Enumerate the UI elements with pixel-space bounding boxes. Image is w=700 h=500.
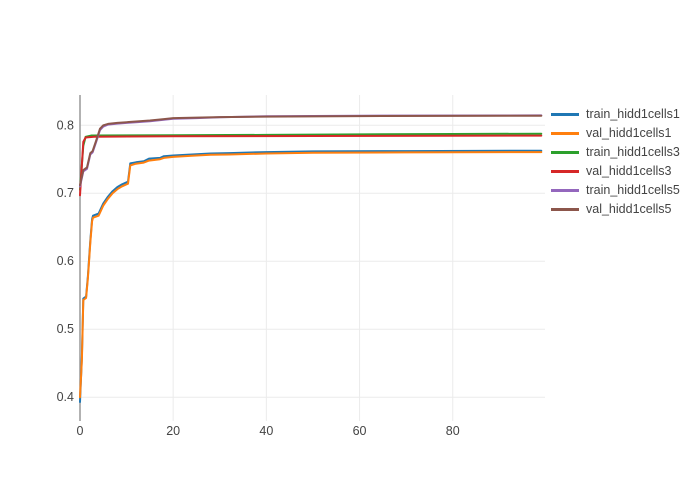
legend-label: val_hidd1cells3 <box>586 164 672 178</box>
y-tick-label: 0.7 <box>57 186 74 200</box>
x-tick-label: 0 <box>77 424 84 438</box>
legend-item-train-hidd1cells1[interactable]: train_hidd1cells1 <box>551 105 680 124</box>
legend-label: val_hidd1cells1 <box>586 126 672 140</box>
legend-item-train-hidd1cells3[interactable]: train_hidd1cells3 <box>551 143 680 162</box>
chart-legend: train_hidd1cells1 val_hidd1cells1 train_… <box>551 105 680 219</box>
legend-swatch-icon <box>551 208 579 211</box>
legend-swatch-icon <box>551 113 579 116</box>
legend-label: train_hidd1cells1 <box>586 107 680 121</box>
x-tick-label: 80 <box>446 424 460 438</box>
series-line-train_hidd1cells3[interactable] <box>79 132 543 191</box>
legend-item-val-hidd1cells3[interactable]: val_hidd1cells3 <box>551 162 680 181</box>
x-tick-label: 60 <box>353 424 367 438</box>
y-tick-label: 0.6 <box>57 254 74 268</box>
legend-label: val_hidd1cells5 <box>586 202 672 216</box>
series-line-val_hidd1cells3[interactable] <box>79 134 543 197</box>
legend-swatch-icon <box>551 189 579 192</box>
legend-item-val-hidd1cells1[interactable]: val_hidd1cells1 <box>551 124 680 143</box>
series-line-train_hidd1cells1[interactable] <box>79 149 543 403</box>
x-tick-label: 40 <box>259 424 273 438</box>
legend-item-train-hidd1cells5[interactable]: train_hidd1cells5 <box>551 181 680 200</box>
y-tick-label: 0.8 <box>57 118 74 132</box>
series-line-val_hidd1cells1[interactable] <box>79 151 543 399</box>
x-tick-label: 20 <box>166 424 180 438</box>
legend-item-val-hidd1cells5[interactable]: val_hidd1cells5 <box>551 200 680 219</box>
legend-label: train_hidd1cells5 <box>586 183 680 197</box>
series-line-val_hidd1cells5[interactable] <box>79 114 543 187</box>
y-tick-label: 0.5 <box>57 322 74 336</box>
legend-label: train_hidd1cells3 <box>586 145 680 159</box>
legend-swatch-icon <box>551 151 579 154</box>
legend-swatch-icon <box>551 170 579 173</box>
legend-swatch-icon <box>551 132 579 135</box>
y-tick-label: 0.4 <box>57 390 74 404</box>
